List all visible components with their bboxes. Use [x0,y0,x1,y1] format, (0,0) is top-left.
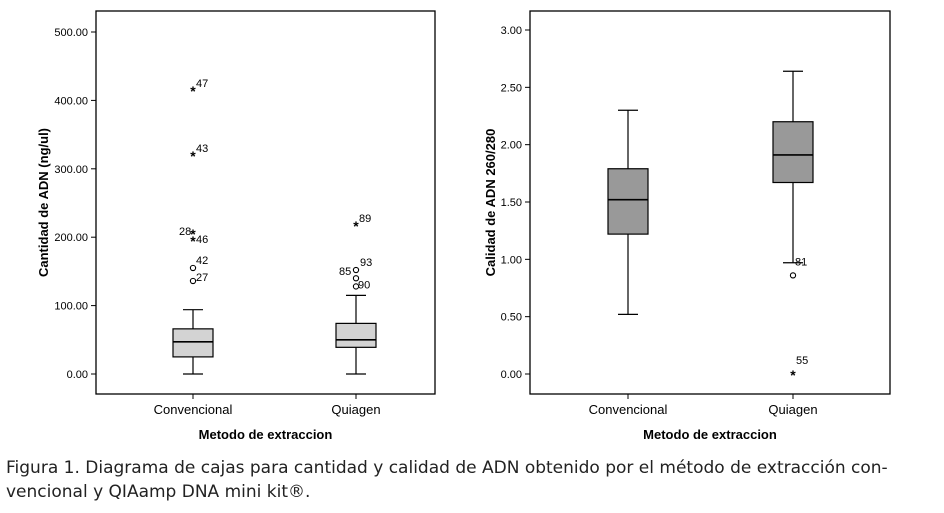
outlier-point [189,264,197,272]
y-tick-label: 0.50 [501,312,522,324]
extreme-point: * [190,226,196,242]
outlier-label: 85 [339,266,351,278]
y-axis-title: Cantidad de ADN (ng/ul) [36,128,51,277]
x-axis-title: Metodo de extraccion [199,427,333,442]
outlier-label: 81 [795,256,807,268]
outlier-label: 27 [196,272,208,284]
chart-panel-2: 0.00 0.50 1.00 1.50 2.00 2.50 3.00 Convencional… [483,10,891,442]
outlier-label: 55 [796,355,808,367]
extreme-point: * [353,218,359,234]
y-tick-label: 200.00 [54,232,88,244]
box-quiagen [772,70,814,264]
y-tick-label: 400.00 [54,95,88,107]
plot-frame [95,10,436,395]
y-tick-label: 0.00 [501,369,522,381]
outlier-point [189,277,197,285]
box-convencional [172,309,214,375]
x-tick-label: Convencional [154,402,233,417]
iqr-box [335,322,377,348]
y-tick-label: 3.00 [501,25,522,37]
outlier-point [352,283,360,290]
x-tick-label: Convencional [589,402,668,417]
y-tick-label: 2.50 [501,82,522,94]
extreme-point: * [190,233,196,249]
outlier-point [352,275,360,282]
outlier-label: 43 [196,143,208,155]
caption-line-2: vencional y QIAamp DNA mini kit®. [6,482,311,502]
outlier-point [352,266,360,274]
x-tick-label: Quiagen [768,402,817,417]
figure-caption: Figura 1. Diagrama de cajas para cantida… [6,456,938,504]
y-tick-label: 100.00 [54,301,88,313]
y-axis-title: Calidad de ADN 260/280 [483,129,498,277]
iqr-box [772,121,814,184]
y-tick-label: 1.50 [501,197,522,209]
outlier-point [789,272,797,279]
outlier-label: 90 [358,279,370,291]
y-tick-label: 300.00 [54,164,88,176]
y-tick-label: 0.00 [67,369,88,381]
chart-panel-1: 0.00 100.00 200.00 300.00 400.00 500.00 Conven… [36,10,436,442]
outlier-label: 28 [179,226,191,238]
outlier-label: 47 [196,78,208,90]
outlier-label: 46 [196,234,208,246]
box-quiagen [335,294,377,375]
x-axis-title: Metodo de extraccion [643,427,777,442]
y-tick-label: 1.00 [501,254,522,266]
outlier-label: 93 [360,257,372,269]
x-tick-label: Quiagen [331,402,380,417]
iqr-box [607,168,649,235]
plot-frame [529,10,891,395]
figure-panels: 0.00 100.00 200.00 300.00 400.00 500.00 Conven… [36,10,891,442]
extreme-point: * [190,148,196,164]
outlier-label: 42 [196,255,208,267]
extreme-point: * [790,367,796,383]
caption-line-1: Figura 1. Diagrama de cajas para cantida… [6,458,888,478]
box-convencional [607,109,649,315]
y-tick-label: 2.00 [501,140,522,152]
outlier-label: 89 [359,213,371,225]
iqr-box [172,328,214,358]
y-tick-label: 500.00 [54,27,88,39]
extreme-point: * [190,83,196,99]
